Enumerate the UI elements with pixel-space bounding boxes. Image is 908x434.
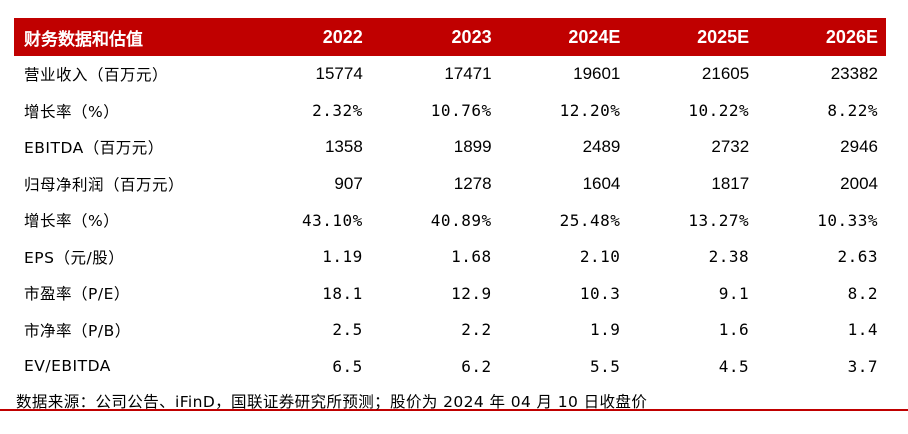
financial-table: 财务数据和估值 2022 2023 2024E 2025E 2026E 营业收入… [14,18,886,385]
table-row: EPS（元/股） 1.19 1.68 2.10 2.38 2.63 [14,239,886,276]
cell-value: 1.4 [847,320,878,340]
cell-value: 18.1 [322,283,363,303]
cell-value: 1.9 [589,320,621,340]
cell-value: 25.48% [559,210,621,230]
row-values: 15774 17471 19601 21605 23382 [234,64,886,84]
row-label: EPS（元/股） [24,248,125,267]
row-label: EV/EBITDA [24,357,111,376]
cell-value: 2489 [582,137,621,157]
cell-value: 1278 [453,173,492,193]
cell-value: 12.20% [559,101,621,121]
cell-value: 6.2 [461,356,492,376]
cell-value: 1.68 [451,247,492,267]
table-row: 市净率（P/B） 2.5 2.2 1.9 1.6 1.4 [14,312,886,349]
cell-value: 19601 [573,64,621,84]
cell-value: 5.5 [589,356,621,376]
cell-value: 15774 [315,64,363,84]
table-row: EBITDA（百万元） 1358 1899 2489 2732 2946 [14,129,886,166]
header-title: 财务数据和估值 [24,29,143,50]
cell-value: 12.9 [451,283,492,303]
cell-value: 40.89% [430,210,492,230]
cell-value: 23382 [830,64,878,84]
cell-value: 8.2 [847,283,878,303]
cell-value: 10.3 [579,283,621,303]
cell-value: 1604 [582,173,621,193]
row-label: 市盈率（P/E） [24,285,130,304]
header-years: 2022 2023 2024E 2025E 2026E [234,27,886,48]
row-values: 2.5 2.2 1.9 1.6 1.4 [234,320,886,339]
row-label: 营业收入（百万元） [24,66,169,85]
header-year: 2026E [825,26,878,47]
cell-value: 2.10 [579,247,621,267]
cell-value: 2946 [840,137,878,157]
cell-value: 2.38 [708,247,750,267]
cell-value: 2.2 [461,320,492,340]
row-label: 增长率（%） [24,102,120,121]
row-label: 市净率（P/B） [24,321,131,340]
cell-value: 9.1 [718,283,750,303]
cell-value: 43.10% [302,210,363,230]
table-row: 增长率（%） 43.10% 40.89% 25.48% 13.27% 10.33% [14,202,886,239]
table-row: 归母净利润（百万元） 907 1278 1604 1817 2004 [14,166,886,203]
cell-value: 17471 [444,64,492,84]
header-year: 2025E [697,26,750,47]
cell-value: 8.22% [827,101,878,121]
cell-value: 2004 [840,173,878,193]
table-body: 营业收入（百万元） 15774 17471 19601 21605 23382 增长率（%）… [14,56,886,385]
row-values: 43.10% 40.89% 25.48% 13.27% 10.33% [234,211,886,230]
header-year: 2023 [451,26,492,47]
cell-value: 2.63 [837,247,878,267]
cell-value: 1.6 [718,320,750,340]
cell-value: 6.5 [332,356,363,376]
table-row: 市盈率（P/E） 18.1 12.9 10.3 9.1 8.2 [14,275,886,312]
cell-value: 2.32% [312,101,363,121]
row-values: 18.1 12.9 10.3 9.1 8.2 [234,284,886,303]
cell-value: 21605 [701,64,750,84]
cell-value: 4.5 [718,356,750,376]
row-label: 归母净利润（百万元） [24,175,185,194]
cell-value: 2.5 [332,320,363,340]
cell-value: 10.33% [817,210,878,230]
row-values: 1.19 1.68 2.10 2.38 2.63 [234,247,886,266]
table-header: 财务数据和估值 2022 2023 2024E 2025E 2026E [14,18,886,56]
cell-value: 1358 [324,137,363,157]
bottom-rule [0,409,908,411]
row-values: 6.5 6.2 5.5 4.5 3.7 [234,357,886,376]
table-row: EV/EBITDA 6.5 6.2 5.5 4.5 3.7 [14,348,886,385]
row-values: 1358 1899 2489 2732 2946 [234,137,886,157]
cell-value: 907 [334,173,363,193]
cell-value: 3.7 [847,356,878,376]
cell-value: 1817 [711,173,750,193]
cell-value: 10.76% [430,101,492,121]
row-values: 907 1278 1604 1817 2004 [234,174,886,194]
header-year: 2022 [322,26,363,47]
row-label: EBITDA（百万元） [24,139,164,158]
row-label: 增长率（%） [24,212,120,231]
cell-value: 1899 [453,137,492,157]
source-note: 数据来源：公司公告、iFinD，国联证券研究所预测；股价为 2024 年 04 … [16,393,648,411]
cell-value: 13.27% [688,210,750,230]
cell-value: 10.22% [688,101,750,121]
cell-value: 1.19 [322,247,363,267]
table-row: 营业收入（百万元） 15774 17471 19601 21605 23382 [14,56,886,93]
row-values: 2.32% 10.76% 12.20% 10.22% 8.22% [234,101,886,120]
header-year: 2024E [568,26,621,47]
table-row: 增长率（%） 2.32% 10.76% 12.20% 10.22% 8.22% [14,93,886,130]
cell-value: 2732 [711,137,750,157]
